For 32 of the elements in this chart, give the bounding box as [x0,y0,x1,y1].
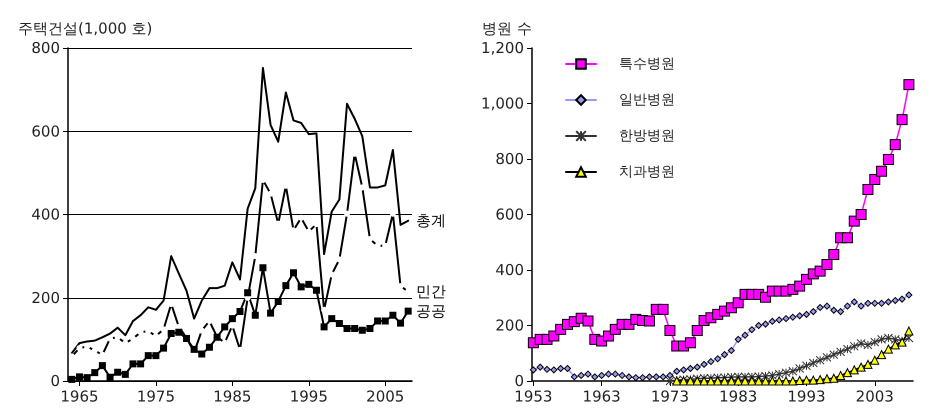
legend-label: 특수병원 [619,56,675,72]
x-tick-label: 1983 [719,388,758,406]
y-tick-label: 400 [495,261,524,279]
y-tick-label: 0 [514,372,524,390]
y-tick-label: 600 [495,206,524,224]
x-tick-label: 2003 [856,388,894,406]
y-tick-label: 1,200 [481,39,524,57]
series-label: 공공 [416,302,446,320]
legend-label: 일반병원 [619,92,675,108]
y-tick-label: 800 [31,39,60,57]
y-axis-title: 주택건설(1,000 호) [18,20,152,38]
x-tick-label: 2005 [366,388,404,406]
x-tick-label: 1975 [136,388,176,406]
y-tick-label: 200 [495,316,524,334]
x-tick-label: 1985 [213,388,252,406]
y-tick-label: 600 [31,122,60,140]
y-axis-title: 병원 수 [482,20,532,38]
y-tick-label: 800 [495,150,524,168]
y-tick-label: 0 [50,372,60,390]
legend-label: 치과병원 [619,164,675,180]
y-tick-label: 400 [31,206,60,224]
x-tick-label: 1965 [60,388,99,406]
x-tick-label: 1953 [514,388,552,406]
x-tick-label: 1963 [582,388,621,406]
x-tick-label: 1995 [290,388,328,406]
y-tick-label: 200 [31,288,60,307]
series-label: 총계 [416,212,446,230]
series-label: 민간 [416,282,446,301]
legend-label: 한방병원 [619,128,675,144]
x-tick-label: 1973 [650,388,690,406]
y-tick-label: 1,000 [481,94,524,112]
x-tick-label: 1993 [787,388,826,406]
